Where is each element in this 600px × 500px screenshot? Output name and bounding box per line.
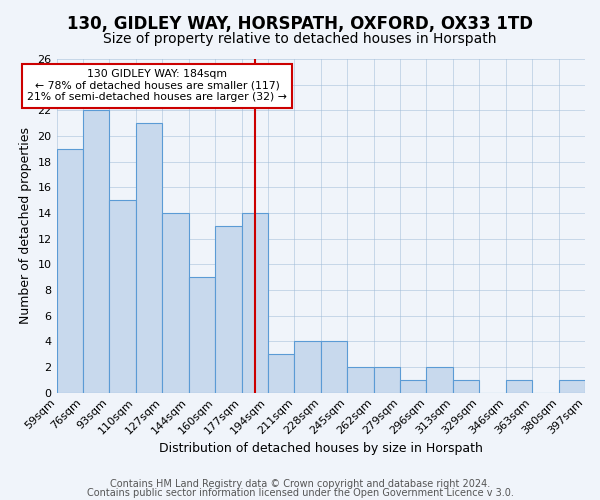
Bar (56, 149, 83, 392)
Bar (109, 200, 136, 392)
Bar (295, 342, 321, 392)
Text: 130, GIDLEY WAY, HORSPATH, OXFORD, OX33 1TD: 130, GIDLEY WAY, HORSPATH, OXFORD, OX33 … (67, 15, 533, 33)
Bar (400, 380, 427, 392)
Bar (188, 277, 215, 392)
Bar (215, 226, 242, 392)
Bar (242, 213, 268, 392)
Bar (268, 354, 295, 393)
Bar (506, 380, 532, 392)
Bar (83, 110, 109, 392)
Y-axis label: Number of detached properties: Number of detached properties (19, 128, 32, 324)
Text: Size of property relative to detached houses in Horspath: Size of property relative to detached ho… (103, 32, 497, 46)
Bar (453, 380, 479, 392)
Bar (427, 367, 453, 392)
Bar (136, 123, 162, 392)
Bar (559, 380, 585, 392)
X-axis label: Distribution of detached houses by size in Horspath: Distribution of detached houses by size … (159, 442, 483, 455)
Bar (374, 367, 400, 392)
Text: 130 GIDLEY WAY: 184sqm
← 78% of detached houses are smaller (117)
21% of semi-de: 130 GIDLEY WAY: 184sqm ← 78% of detached… (27, 70, 287, 102)
Text: Contains public sector information licensed under the Open Government Licence v : Contains public sector information licen… (86, 488, 514, 498)
Bar (162, 213, 188, 392)
Text: Contains HM Land Registry data © Crown copyright and database right 2024.: Contains HM Land Registry data © Crown c… (110, 479, 490, 489)
Bar (347, 367, 374, 392)
Bar (321, 342, 347, 392)
